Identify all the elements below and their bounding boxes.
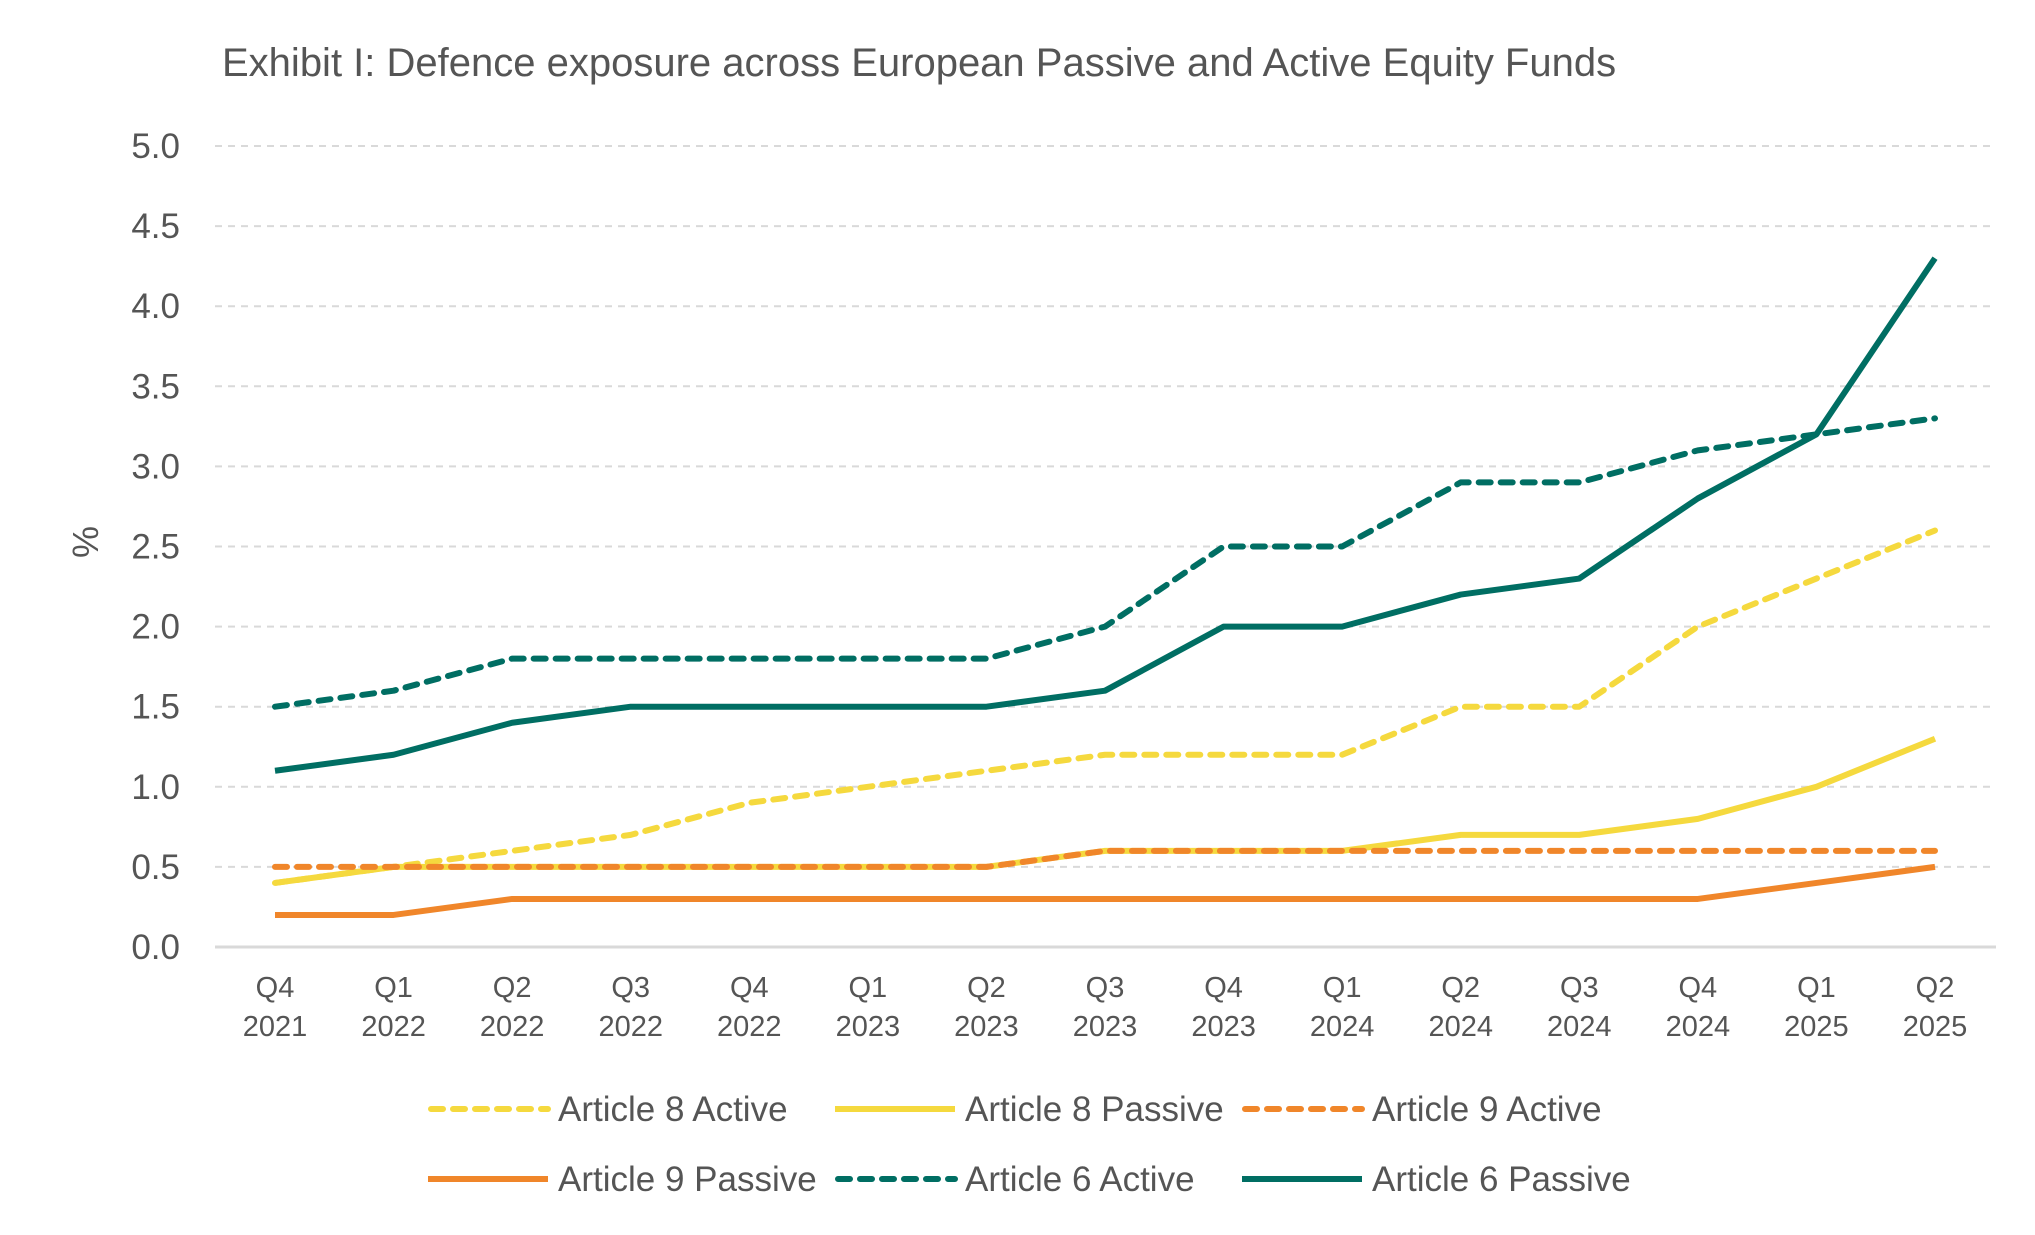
legend-item: Article 8 Passive <box>835 1090 1224 1129</box>
y-tick-label: 2.0 <box>131 608 180 647</box>
legend-item: Article 6 Active <box>838 1160 1195 1199</box>
x-tick-label: 2022 <box>361 1011 426 1043</box>
series-line <box>275 739 1935 883</box>
x-tick-label: 2023 <box>1073 1011 1138 1043</box>
x-tick-label: Q3 <box>1560 972 1599 1004</box>
y-tick-label: 2.5 <box>131 528 180 567</box>
y-tick-label: 1.5 <box>131 688 180 727</box>
x-tick-label: 2021 <box>243 1011 308 1043</box>
x-tick-label: Q2 <box>493 972 532 1004</box>
x-tick-label: Q1 <box>1797 972 1836 1004</box>
series-article-8-passive <box>275 739 1935 883</box>
legend-item: Article 6 Passive <box>1242 1160 1631 1199</box>
series-line <box>275 867 1935 915</box>
y-tick-label: 3.5 <box>131 367 180 406</box>
y-tick-label: 4.5 <box>131 207 180 246</box>
chart-title: Exhibit I: Defence exposure across Europ… <box>222 41 1616 85</box>
legend-label: Article 9 Active <box>1372 1090 1602 1129</box>
x-tick-label: 2024 <box>1666 1011 1731 1043</box>
y-tick-label: 0.5 <box>131 848 180 887</box>
series-line <box>275 418 1935 706</box>
x-tick-label: 2024 <box>1310 1011 1375 1043</box>
x-tick-label: 2023 <box>1191 1011 1256 1043</box>
series-article-6-active <box>275 418 1935 707</box>
legend-label: Article 8 Passive <box>965 1090 1224 1129</box>
legend-label: Article 9 Passive <box>558 1160 817 1199</box>
legend-item: Article 9 Active <box>1245 1090 1602 1129</box>
x-tick-label: Q2 <box>1441 972 1480 1004</box>
x-tick-label: Q1 <box>1323 972 1362 1004</box>
x-tick-label: Q3 <box>611 972 650 1004</box>
x-tick-label: Q2 <box>967 972 1006 1004</box>
x-tick-label: 2022 <box>598 1011 663 1043</box>
x-tick-label: 2023 <box>836 1011 901 1043</box>
x-tick-label: Q4 <box>1204 972 1243 1004</box>
x-tick-label: 2022 <box>480 1011 545 1043</box>
legend-item: Article 9 Passive <box>428 1160 817 1199</box>
y-tick-label: 4.0 <box>131 287 180 326</box>
legend-label: Article 6 Passive <box>1372 1160 1631 1199</box>
x-tick-label: Q1 <box>374 972 413 1004</box>
x-tick-label: Q4 <box>256 972 295 1004</box>
y-tick-label: 5.0 <box>131 127 180 166</box>
y-axis-label: % <box>65 526 106 558</box>
legend-item: Article 8 Active <box>431 1090 788 1129</box>
x-tick-label: 2025 <box>1903 1011 1968 1043</box>
x-tick-label: Q4 <box>1679 972 1718 1004</box>
x-tick-label: Q2 <box>1916 972 1955 1004</box>
legend-label: Article 6 Active <box>965 1160 1195 1199</box>
x-tick-label: 2022 <box>717 1011 782 1043</box>
x-tick-label: 2025 <box>1784 1011 1849 1043</box>
x-tick-label: 2023 <box>954 1011 1019 1043</box>
series-article-9-passive <box>275 867 1935 915</box>
x-tick-label: Q1 <box>849 972 888 1004</box>
series-article-6-passive <box>275 258 1935 771</box>
y-tick-label: 3.0 <box>131 447 180 486</box>
x-tick-label: 2024 <box>1428 1011 1493 1043</box>
x-tick-label: Q4 <box>730 972 769 1004</box>
legend-label: Article 8 Active <box>558 1090 788 1129</box>
y-tick-label: 0.0 <box>131 928 180 967</box>
x-tick-label: 2024 <box>1547 1011 1612 1043</box>
x-tick-label: Q3 <box>1086 972 1125 1004</box>
y-tick-label: 1.0 <box>131 768 180 807</box>
series-line <box>275 258 1935 771</box>
